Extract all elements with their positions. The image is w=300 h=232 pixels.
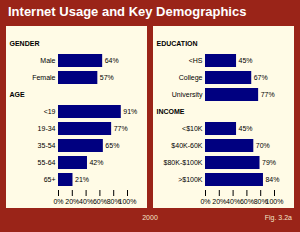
svg-text:AGE: AGE: [10, 91, 26, 98]
svg-text:0%: 0%: [53, 198, 63, 205]
svg-text:0%: 0%: [200, 198, 210, 205]
svg-text:<$10K: <$10K: [182, 125, 203, 132]
svg-text:55-64: 55-64: [38, 159, 56, 166]
svg-text:60%: 60%: [93, 198, 107, 205]
svg-text:35-54: 35-54: [38, 142, 56, 149]
svg-text:>$100K: >$100K: [178, 176, 203, 183]
svg-text:40%: 40%: [226, 198, 240, 205]
svg-text:80%: 80%: [253, 198, 268, 206]
svg-text:45%: 45%: [239, 125, 253, 132]
html-text:Internet Usage and Key Demogra: Internet Usage and Key Demographics: [8, 4, 247, 19]
svg-text:College: College: [179, 74, 203, 82]
html-text:Fig. 3.2a: Fig. 3.2a: [264, 214, 292, 221]
svg-text:University: University: [172, 91, 203, 99]
svg-text:77%: 77%: [261, 91, 275, 98]
svg-text:INCOME: INCOME: [157, 108, 185, 115]
svg-text:70%: 70%: [256, 142, 270, 149]
svg-text:20%: 20%: [65, 198, 79, 205]
svg-text:EDUCATION: EDUCATION: [157, 40, 198, 47]
svg-text:45%: 45%: [239, 57, 253, 64]
svg-text:77%: 77%: [114, 125, 128, 132]
svg-text:40%: 40%: [79, 198, 93, 205]
svg-text:100%: 100%: [119, 198, 137, 205]
svg-text:91%: 91%: [123, 108, 137, 115]
html-text:2000: 2000: [142, 214, 158, 221]
svg-text:21%: 21%: [75, 176, 89, 183]
svg-text:<HS: <HS: [189, 57, 203, 64]
svg-text:65%: 65%: [105, 142, 119, 149]
svg-text:GENDER: GENDER: [10, 40, 40, 47]
svg-text:$80K-$100K: $80K-$100K: [164, 159, 203, 166]
svg-text:Female: Female: [32, 74, 55, 81]
svg-text:79%: 79%: [262, 159, 276, 166]
svg-text:60%: 60%: [240, 198, 254, 205]
svg-text:65+: 65+: [44, 176, 56, 183]
svg-text:42%: 42%: [89, 159, 103, 166]
svg-text:Male: Male: [40, 57, 55, 64]
svg-text:<19: <19: [44, 108, 56, 115]
svg-text:84%: 84%: [265, 176, 279, 183]
svg-text:80%: 80%: [106, 198, 121, 206]
svg-text:67%: 67%: [254, 74, 268, 81]
svg-text:$40K-60K: $40K-60K: [171, 142, 202, 149]
svg-text:57%: 57%: [100, 74, 114, 81]
svg-text:19-34: 19-34: [38, 125, 56, 132]
svg-text:64%: 64%: [105, 57, 119, 64]
svg-text:100%: 100%: [266, 198, 284, 205]
svg-text:20%: 20%: [212, 198, 226, 205]
